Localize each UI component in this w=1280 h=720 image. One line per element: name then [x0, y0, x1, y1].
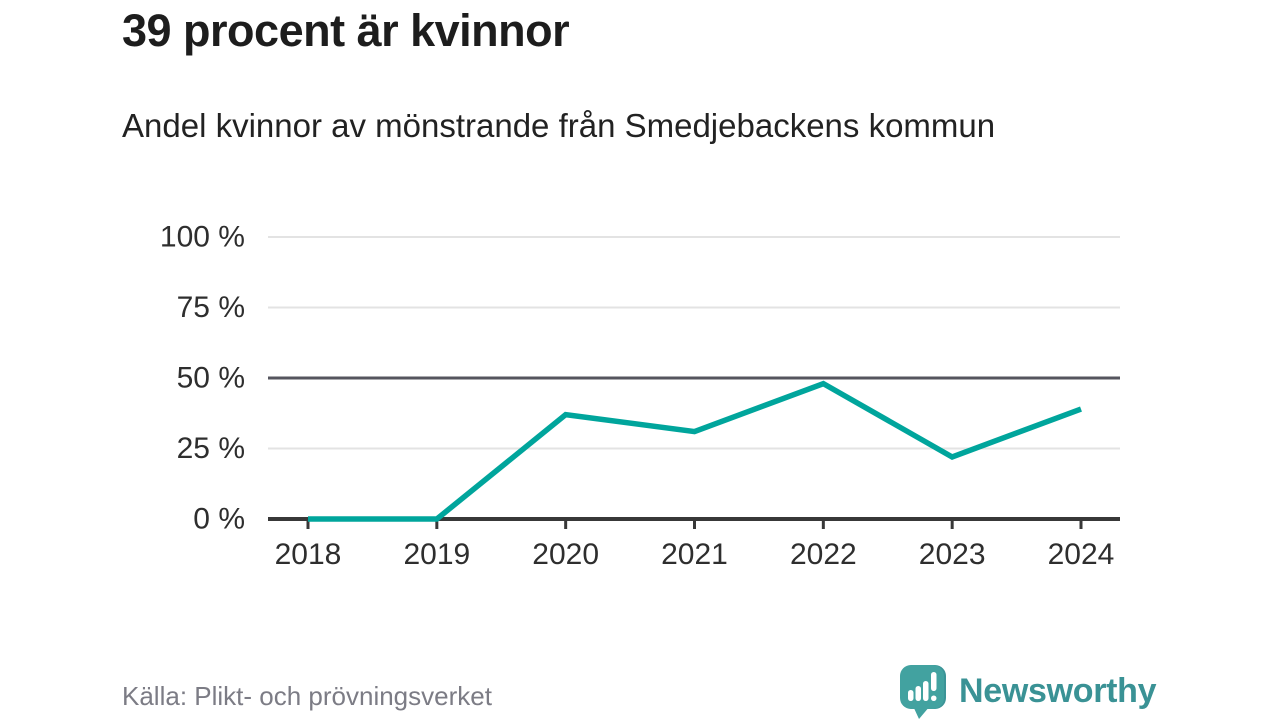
y-tick-label: 75 %: [177, 291, 245, 324]
x-tick-label: 2023: [919, 538, 986, 571]
chart-title: 39 procent är kvinnor: [122, 5, 570, 56]
y-tick-label: 25 %: [177, 432, 245, 465]
y-tick-label: 50 %: [177, 362, 245, 395]
y-tick-label: 100 %: [160, 221, 245, 254]
chart-subtitle: Andel kvinnor av mönstrande från Smedjeb…: [122, 107, 996, 144]
source-attribution: Källa: Plikt- och prövningsverket: [122, 681, 492, 711]
x-tick-label: 2022: [790, 538, 857, 571]
newsworthy-logo-icon: [900, 665, 946, 719]
x-tick-label: 2021: [661, 538, 728, 571]
newsworthy-logo-text: Newsworthy: [959, 671, 1157, 710]
data-line: [308, 380, 1082, 522]
y-tick-label: 0 %: [193, 503, 245, 536]
x-tick-label: 2024: [1048, 538, 1115, 571]
x-tick-label: 2019: [403, 538, 470, 571]
x-tick-label: 2018: [275, 538, 342, 571]
x-tick-label: 2020: [532, 538, 599, 571]
newsworthy-logo: Newsworthy: [898, 663, 1157, 719]
